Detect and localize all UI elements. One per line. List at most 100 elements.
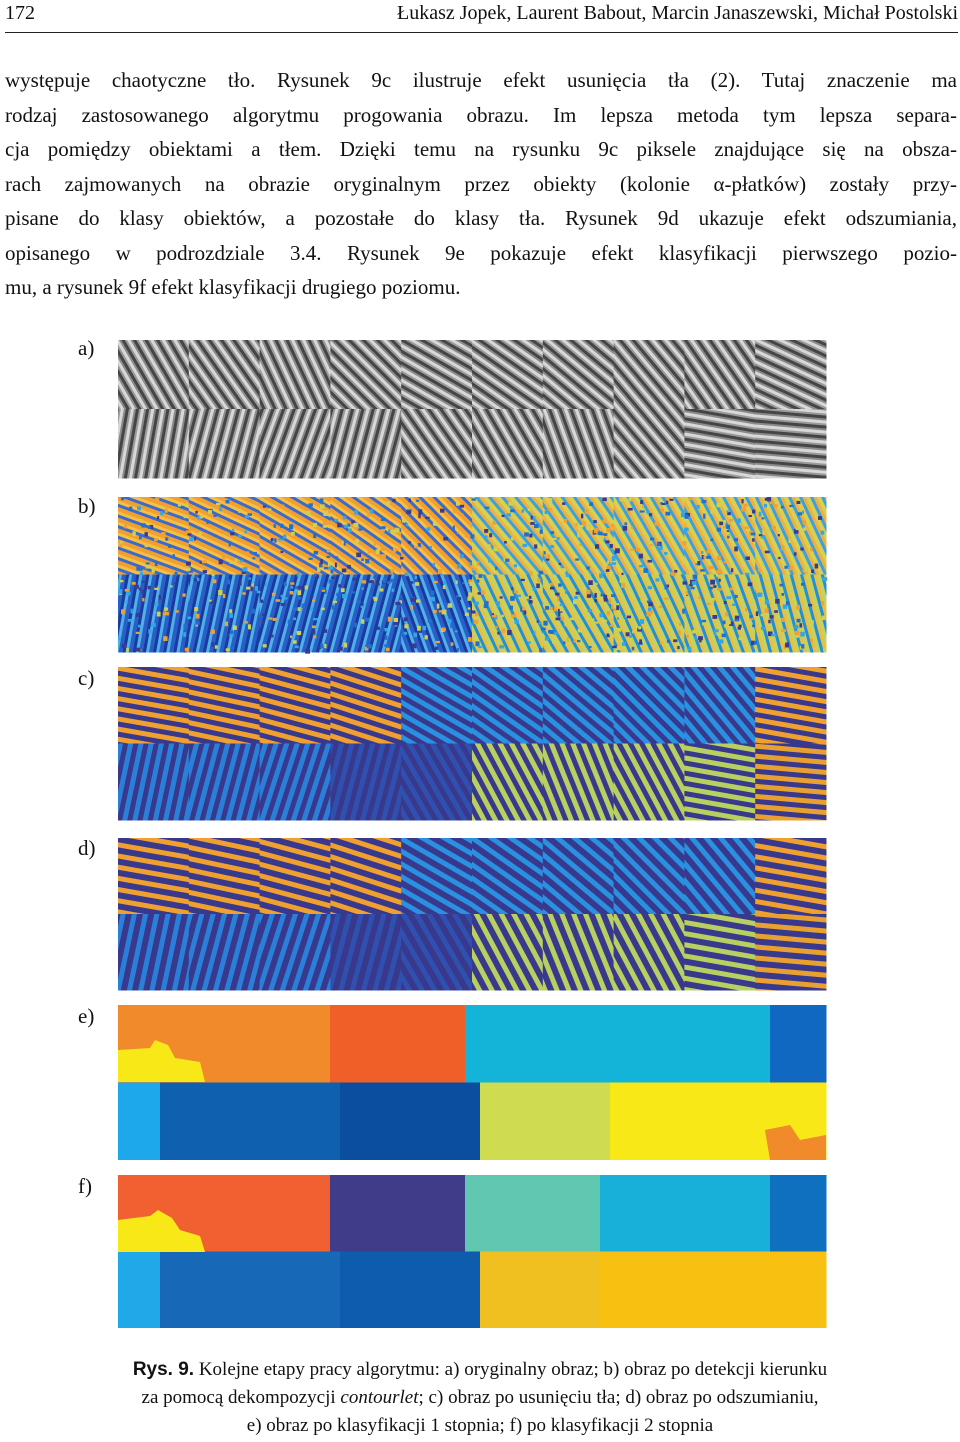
noise-pixel xyxy=(589,502,594,506)
noise-pixel xyxy=(696,504,700,509)
noise-pixel xyxy=(529,533,533,538)
image-tile xyxy=(118,667,190,744)
noise-pixel xyxy=(491,613,495,617)
noise-pixel xyxy=(752,624,756,628)
noise-pixel xyxy=(155,601,159,607)
noise-pixel xyxy=(632,630,635,634)
noise-pixel xyxy=(225,648,230,652)
noise-pixel xyxy=(521,509,525,513)
region xyxy=(480,1082,611,1160)
noise-pixel xyxy=(137,506,141,511)
noise-pixel xyxy=(322,521,328,526)
noise-pixel xyxy=(555,592,560,596)
noise-pixel xyxy=(520,578,525,582)
noise-pixel xyxy=(779,583,784,587)
noise-pixel xyxy=(719,521,724,526)
background-removed xyxy=(118,667,827,821)
noise-pixel xyxy=(799,623,803,628)
noise-pixel xyxy=(508,501,514,506)
noise-pixel xyxy=(608,599,612,604)
noise-pixel xyxy=(405,523,409,527)
noise-pixel xyxy=(194,536,197,541)
noise-pixel xyxy=(561,568,567,573)
noise-pixel xyxy=(809,581,813,584)
noise-pixel xyxy=(625,632,630,637)
noise-pixel xyxy=(510,596,515,601)
noise-pixel xyxy=(495,566,498,570)
noise-pixel xyxy=(510,509,515,513)
noise-pixel xyxy=(375,549,380,555)
image-tile xyxy=(472,667,544,744)
noise-pixel xyxy=(709,586,713,590)
noise-pixel xyxy=(664,584,668,590)
noise-pixel xyxy=(418,513,421,519)
noise-pixel xyxy=(261,613,265,616)
noise-pixel xyxy=(475,612,479,617)
noise-pixel xyxy=(261,620,265,625)
noise-pixel xyxy=(726,531,730,536)
noise-pixel xyxy=(694,635,697,640)
image-tile xyxy=(755,340,827,410)
noise-pixel xyxy=(387,616,392,622)
noise-pixel xyxy=(573,639,576,643)
noise-pixel xyxy=(292,607,298,611)
noise-pixel xyxy=(280,594,284,598)
noise-pixel xyxy=(690,562,693,567)
noise-pixel xyxy=(771,647,776,651)
noise-pixel xyxy=(611,604,614,610)
noise-pixel xyxy=(194,607,199,612)
noise-pixel xyxy=(743,526,749,529)
noise-pixel xyxy=(750,640,755,646)
noise-pixel xyxy=(737,626,741,630)
noise-pixel xyxy=(725,612,729,617)
noise-pixel xyxy=(550,545,555,549)
noise-pixel xyxy=(294,647,300,651)
noise-pixel xyxy=(721,520,727,524)
figure xyxy=(118,340,828,1328)
noise-pixel xyxy=(811,569,814,574)
noise-pixel xyxy=(164,508,168,513)
image-tile xyxy=(472,914,544,991)
noise-pixel xyxy=(666,584,669,588)
noise-pixel xyxy=(587,523,592,527)
noise-pixel xyxy=(145,562,150,565)
noise-pixel xyxy=(469,582,473,587)
noise-pixel xyxy=(360,605,364,608)
noise-pixel xyxy=(726,596,732,600)
noise-pixel xyxy=(318,646,322,650)
noise-pixel xyxy=(305,648,310,654)
noise-pixel xyxy=(175,610,179,613)
noise-pixel xyxy=(427,619,433,623)
noise-pixel xyxy=(413,632,418,638)
noise-pixel xyxy=(796,500,801,504)
noise-pixel xyxy=(780,545,785,551)
noise-pixel xyxy=(552,638,557,644)
noise-pixel xyxy=(682,608,685,614)
image-tile xyxy=(684,667,756,744)
noise-pixel xyxy=(224,621,229,627)
noise-pixel xyxy=(822,577,828,581)
noise-pixel xyxy=(434,646,439,650)
noise-pixel xyxy=(313,645,316,650)
noise-pixel xyxy=(733,538,739,542)
noise-pixel xyxy=(341,541,344,545)
noise-pixel xyxy=(483,535,488,539)
image-tile xyxy=(613,914,685,991)
noise-pixel xyxy=(630,548,635,551)
noise-pixel xyxy=(478,574,483,578)
noise-pixel xyxy=(599,613,604,618)
noise-pixel xyxy=(544,510,548,515)
noise-pixel xyxy=(455,580,458,585)
noise-pixel xyxy=(631,646,635,651)
noise-pixel xyxy=(477,592,481,595)
noise-pixel xyxy=(390,578,395,583)
noise-pixel xyxy=(688,497,693,501)
noise-pixel xyxy=(380,547,385,551)
noise-pixel xyxy=(432,562,436,567)
noise-pixel xyxy=(611,555,616,561)
noise-pixel xyxy=(603,565,607,570)
noise-pixel xyxy=(255,586,259,591)
noise-pixel xyxy=(505,558,510,562)
noise-pixel xyxy=(170,585,173,588)
noise-pixel xyxy=(549,613,554,616)
